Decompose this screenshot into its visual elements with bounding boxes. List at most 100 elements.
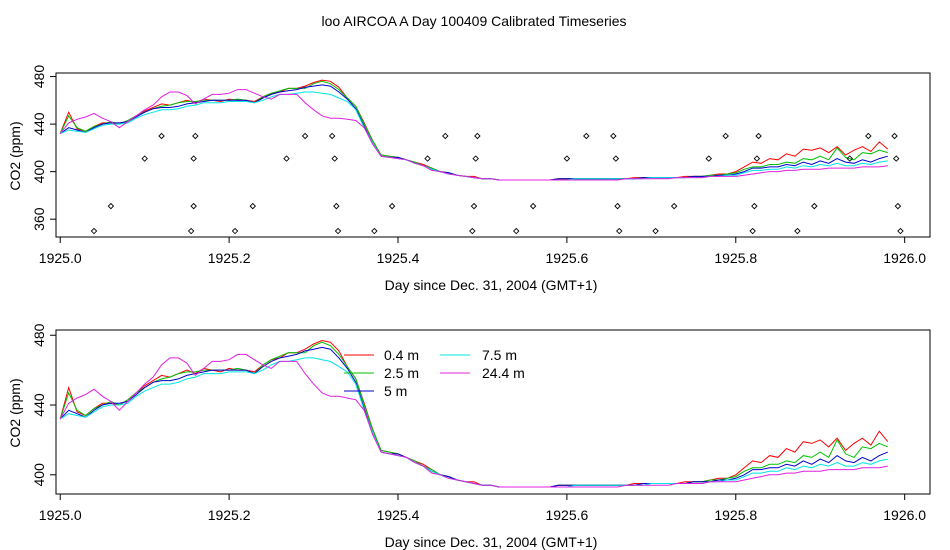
flag-markers (90, 132, 904, 235)
y-axis-label: CO2 (ppm) (7, 378, 23, 447)
legend-item: 5 m (344, 383, 407, 399)
legend-label: 5 m (384, 383, 407, 399)
legend-item: 2.5 m (344, 365, 419, 381)
y-tick-label: 440 (31, 112, 47, 136)
plot-area (59, 79, 889, 181)
series-line-0-4-m (59, 79, 889, 181)
y-tick-label: 360 (31, 207, 47, 231)
flag-point (331, 155, 338, 162)
flag-point (388, 202, 396, 210)
bottom-panel: 1925.0 1925.2 1925.4 1925.6 1925.8 1926.0 400… (7, 323, 931, 550)
flag-point (846, 155, 854, 162)
y-axis: 360 400 440 480 (31, 65, 56, 231)
x-tick-label: 1925.2 (208, 250, 251, 266)
flag-point (301, 132, 309, 140)
legend-item: 0.4 m (344, 347, 419, 363)
flag-point (192, 132, 199, 140)
flag-point (612, 155, 620, 162)
flag-point (371, 227, 378, 235)
x-tick-label: 1925.2 (208, 507, 251, 523)
flag-point (470, 202, 478, 210)
legend-label: 0.4 m (384, 347, 419, 363)
legend-item: 24.4 m (440, 365, 525, 381)
legend-label: 7.5 m (482, 347, 517, 363)
flag-point (563, 155, 571, 162)
flag-point (334, 227, 342, 235)
x-axis: 1925.0 1925.2 1925.4 1925.6 1925.8 1926.0 (39, 494, 926, 523)
series-line-7-5-m (59, 357, 888, 488)
x-tick-label: 1925.8 (714, 507, 757, 523)
x-axis-label: Day since Dec. 31, 2004 (GMT+1) (385, 534, 598, 550)
flag-point (751, 202, 758, 210)
y-tick-label: 480 (31, 65, 47, 89)
flag-point (424, 155, 431, 162)
figure-title: loo AIRCOA A Day 100409 Calibrated Times… (321, 13, 626, 29)
series-line-24-4-m (59, 353, 888, 488)
flag-point (249, 202, 256, 210)
x-tick-label: 1925.4 (377, 507, 420, 523)
y-tick-label: 400 (31, 463, 47, 487)
plot-frame (55, 72, 931, 238)
plot-frame (55, 329, 931, 495)
y-tick-label: 440 (31, 393, 47, 417)
flag-point (190, 202, 197, 210)
legend-label: 2.5 m (384, 365, 419, 381)
flag-point (328, 132, 336, 140)
flag-point (333, 202, 340, 210)
flag-point (231, 227, 239, 235)
flag-point (891, 132, 898, 140)
flag-point (529, 202, 537, 210)
flag-point (190, 155, 197, 162)
series-line-24-4-m (59, 89, 888, 181)
series-line-7-5-m (60, 91, 888, 181)
flag-point (670, 202, 678, 210)
flag-point (187, 227, 195, 235)
x-tick-label: 1925.6 (545, 507, 588, 523)
x-axis-label: Day since Dec. 31, 2004 (GMT+1) (385, 277, 598, 293)
x-tick-label: 1926.0 (883, 250, 926, 266)
y-axis: 400 440 480 (31, 323, 56, 486)
flag-point (583, 132, 590, 140)
flag-point (894, 202, 902, 210)
legend: 0.4 m 2.5 m 5 m 7.5 m 24.4 m (344, 347, 525, 399)
flag-point (794, 227, 801, 235)
x-tick-label: 1925.4 (377, 250, 420, 266)
x-tick-label: 1926.0 (883, 507, 926, 523)
flag-point (753, 155, 761, 162)
flag-point (614, 202, 621, 210)
flag-point (652, 227, 659, 235)
x-tick-label: 1925.0 (39, 250, 82, 266)
series-line-2-5-m (59, 341, 888, 488)
x-tick-label: 1925.8 (714, 250, 757, 266)
legend-label: 24.4 m (482, 365, 525, 381)
flag-point (865, 132, 872, 140)
x-axis: 1925.0 1925.2 1925.4 1925.6 1925.8 1926.0 (39, 237, 926, 266)
flag-point (897, 227, 904, 235)
flag-point (811, 202, 818, 210)
flag-point (90, 227, 98, 235)
top-panel: 1925.0 1925.2 1925.4 1925.6 1925.8 1926.0 360… (7, 65, 931, 293)
flag-point (469, 227, 476, 235)
flag-point (705, 155, 712, 162)
y-axis-label: CO2 (ppm) (7, 121, 23, 190)
y-tick-label: 400 (31, 160, 47, 184)
flag-point (107, 202, 115, 210)
flag-point (749, 227, 756, 235)
flag-point (474, 132, 481, 140)
flag-point (141, 155, 148, 162)
flag-point (892, 155, 900, 162)
flag-point (512, 227, 520, 235)
flag-point (610, 132, 617, 140)
series-line-0-4-m (59, 339, 889, 488)
series-line-5-m (59, 346, 888, 488)
flag-point (616, 227, 623, 235)
flag-point (755, 132, 762, 140)
plot-area (59, 339, 889, 488)
x-tick-label: 1925.6 (545, 250, 588, 266)
flag-point (442, 132, 449, 140)
series-line-2-5-m (59, 80, 888, 181)
flag-point (158, 132, 165, 140)
y-tick-label: 480 (31, 323, 47, 347)
legend-item: 7.5 m (440, 347, 517, 363)
flag-point (722, 132, 729, 140)
